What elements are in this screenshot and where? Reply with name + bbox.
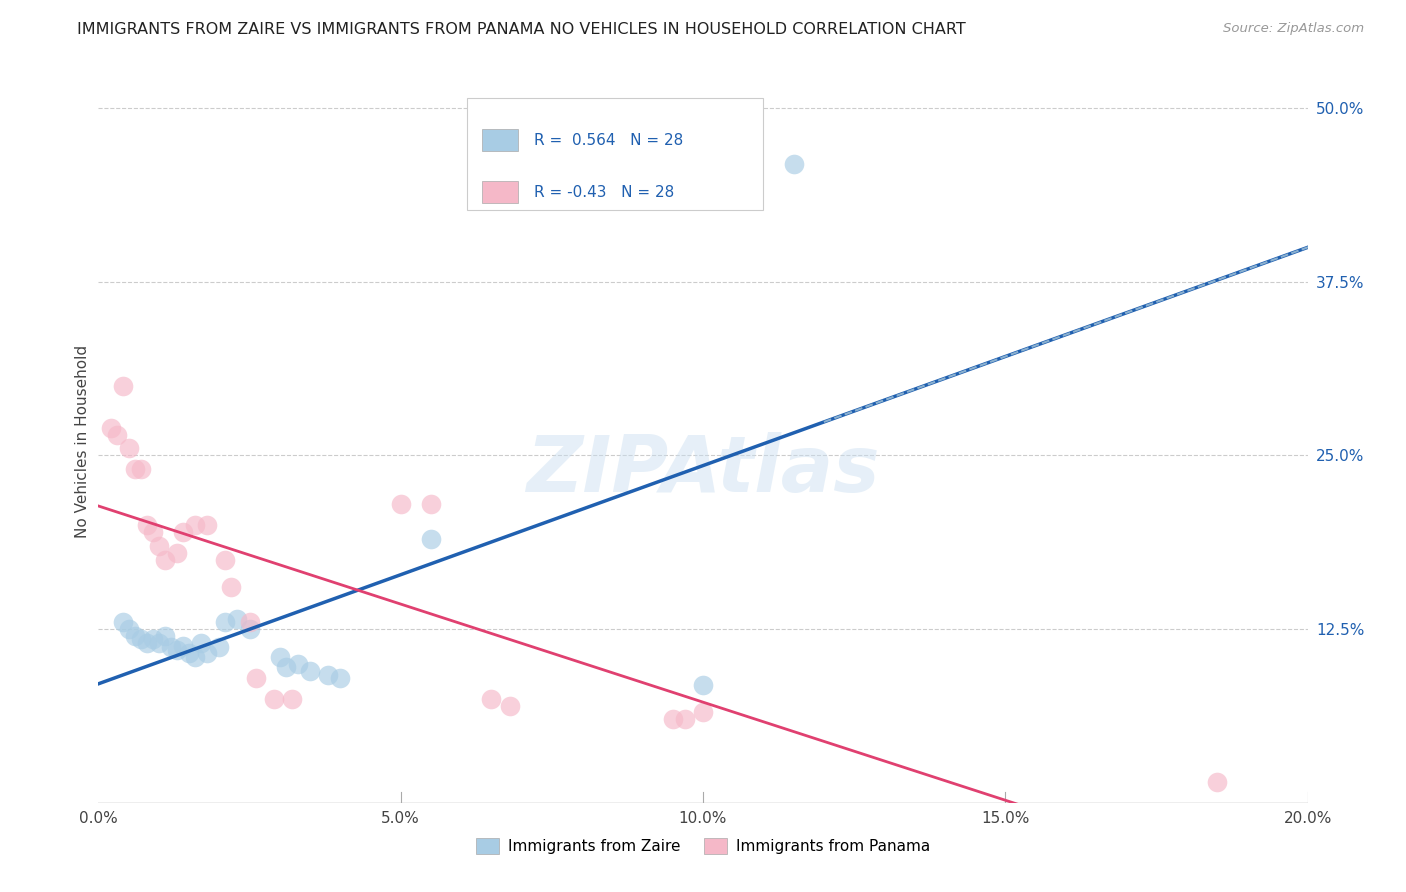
Point [153,552,176,566]
Point [148,539,170,553]
Y-axis label: No Vehicles in Household: No Vehicles in Household [75,345,90,538]
Point [166,546,188,560]
Point [135,636,157,650]
Point [420,497,443,511]
Point [111,615,134,630]
Point [142,632,165,646]
Point [100,420,122,434]
Point [179,646,201,660]
Point [190,636,212,650]
Text: IMMIGRANTS FROM ZAIRE VS IMMIGRANTS FROM PANAMA NO VEHICLES IN HOUSEHOLD CORRELA: IMMIGRANTS FROM ZAIRE VS IMMIGRANTS FROM… [77,22,966,37]
Point [498,698,520,713]
Point [214,552,236,566]
Point [153,629,176,643]
Point [661,713,683,727]
Point [420,532,443,546]
Point [263,691,285,706]
Point [111,379,134,393]
Point [160,640,183,655]
Point [389,497,412,511]
Point [214,615,236,630]
Point [142,524,165,539]
Point [166,643,188,657]
Point [287,657,309,671]
Point [184,517,207,532]
Point [118,622,141,636]
Point [226,612,249,626]
Legend: Immigrants from Zaire, Immigrants from Panama: Immigrants from Zaire, Immigrants from P… [470,832,936,860]
Point [184,649,207,664]
Point [129,632,152,646]
FancyBboxPatch shape [482,129,517,151]
Point [239,615,262,630]
Point [692,706,714,720]
Text: R = -0.43   N = 28: R = -0.43 N = 28 [534,185,673,200]
Point [172,524,194,539]
Point [124,462,146,476]
Point [269,649,291,664]
Point [148,636,170,650]
Point [129,462,152,476]
Point [783,156,806,170]
Point [299,664,322,678]
Point [124,629,146,643]
Text: R =  0.564   N = 28: R = 0.564 N = 28 [534,133,683,148]
FancyBboxPatch shape [467,98,763,211]
Point [118,442,141,456]
Point [274,659,297,673]
Text: ZIPAtlas: ZIPAtlas [526,433,880,508]
Point [239,622,262,636]
Point [245,671,267,685]
Point [281,691,304,706]
Point [481,691,503,706]
Point [105,427,128,442]
Point [673,713,696,727]
Point [316,668,339,682]
FancyBboxPatch shape [482,181,517,203]
Point [135,517,157,532]
Point [172,639,194,653]
Point [1206,775,1229,789]
Point [221,581,243,595]
Point [195,646,218,660]
Point [692,678,714,692]
Point [195,517,218,532]
Text: Source: ZipAtlas.com: Source: ZipAtlas.com [1223,22,1364,36]
Point [329,671,352,685]
Point [208,640,231,655]
